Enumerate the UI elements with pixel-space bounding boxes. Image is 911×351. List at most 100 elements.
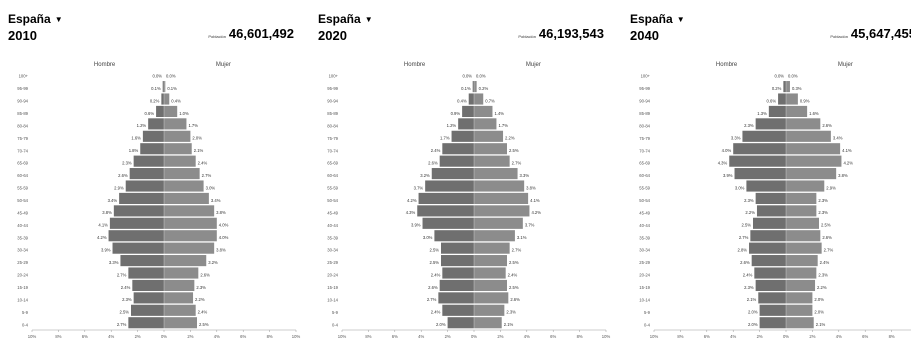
left-series-label: Hombre (94, 62, 116, 68)
data-label-male: 2.6% (428, 285, 438, 290)
bar-female (164, 143, 192, 155)
data-label-male: 1.2% (447, 123, 457, 128)
x-tick-label: 6% (82, 334, 88, 339)
age-tick-label: 75-79 (17, 136, 28, 141)
x-tick-label: 10% (650, 334, 659, 339)
bar-male (140, 143, 164, 155)
data-label-male: 2.0% (436, 322, 446, 327)
bar-female (164, 217, 217, 229)
data-label-male: 0.1% (461, 86, 471, 91)
age-tick-label: 100+ (19, 74, 29, 79)
x-tick-label: 8% (889, 334, 895, 339)
bar-male (442, 143, 474, 155)
bar-female (474, 304, 505, 316)
age-tick-label: 0-4 (22, 322, 29, 327)
bar-female (786, 93, 798, 105)
age-tick-label: 25-29 (327, 260, 338, 265)
age-tick-label: 40-44 (327, 223, 338, 228)
age-tick-label: 80-84 (17, 123, 28, 128)
data-label-female: 2.0% (192, 136, 202, 141)
country-selector[interactable]: España ▼ (8, 12, 63, 26)
bar-female (786, 292, 813, 304)
data-label-female: 1.4% (494, 111, 504, 116)
left-series-label: Hombre (404, 62, 426, 68)
bar-male (120, 255, 164, 267)
age-tick-label: 10-14 (327, 297, 338, 302)
country-selector[interactable]: España ▼ (318, 12, 373, 26)
data-label-male: 2.0% (748, 322, 758, 327)
age-tick-label: 60-64 (639, 173, 650, 178)
bar-male (438, 292, 474, 304)
data-label-male: 3.9% (723, 173, 733, 178)
data-label-male: 3.9% (101, 248, 111, 253)
bar-female (474, 255, 507, 267)
bar-female (786, 205, 817, 217)
bar-female (786, 255, 818, 267)
data-label-male: 3.7% (414, 185, 424, 190)
bar-male (108, 230, 164, 242)
population-pyramid-chart: Hombre Mujer 2.7% 2.5% 0-4 2.5% 2.4% 5-9 2.3% 2.2… (17, 62, 300, 339)
data-label-female: 0.0% (788, 74, 798, 79)
bar-male (451, 130, 474, 142)
population-value: 46,601,492 (228, 26, 294, 41)
population-label: Población (830, 34, 848, 39)
data-label-female: 2.3% (818, 272, 828, 277)
data-label-female: 2.3% (818, 198, 828, 203)
bar-male (759, 304, 786, 316)
x-tick-label: 8% (577, 334, 583, 339)
population-value: 45,647,455 (850, 26, 911, 41)
age-tick-label: 25-29 (17, 260, 28, 265)
population-value: 46,193,543 (538, 26, 604, 41)
age-tick-label: 50-54 (17, 198, 28, 203)
bar-male (133, 155, 164, 167)
bar-male (119, 192, 164, 205)
age-tick-label: 30-34 (639, 248, 650, 253)
data-label-male: 3.2% (420, 173, 430, 178)
age-tick-label: 50-54 (639, 198, 650, 203)
data-label-male: 2.9% (114, 185, 124, 190)
age-tick-label: 100+ (329, 74, 339, 79)
bar-male (431, 168, 474, 180)
bar-male (778, 93, 786, 105)
bar-male (442, 304, 474, 316)
bar-female (164, 255, 207, 267)
caret-down-icon[interactable]: ▼ (676, 14, 685, 24)
data-label-male: 2.3% (122, 161, 132, 166)
bar-female (474, 267, 506, 279)
bar-male (751, 255, 786, 267)
data-label-male: 2.5% (429, 248, 439, 253)
data-label-female: 2.4% (198, 161, 208, 166)
data-label-female: 2.6% (200, 272, 210, 277)
data-label-male: 2.2% (745, 210, 755, 215)
data-label-female: 2.4% (820, 260, 830, 265)
bar-male (750, 230, 786, 242)
age-tick-label: 95-99 (17, 86, 28, 91)
age-tick-label: 15-19 (327, 285, 338, 290)
bar-female (786, 304, 813, 316)
data-label-female: 2.2% (817, 285, 827, 290)
caret-down-icon[interactable]: ▼ (364, 14, 373, 24)
bar-female (474, 93, 484, 105)
data-label-female: 3.1% (517, 235, 527, 240)
bar-male (425, 180, 474, 192)
data-label-female: 3.0% (206, 185, 216, 190)
data-label-female: 4.0% (219, 223, 229, 228)
data-label-male: 2.8% (737, 248, 747, 253)
age-tick-label: 90-94 (327, 99, 338, 104)
x-tick-label: 4% (524, 334, 530, 339)
bar-male (755, 192, 786, 205)
age-tick-label: 75-79 (639, 136, 650, 141)
caret-down-icon[interactable]: ▼ (54, 14, 63, 24)
bar-male (783, 81, 786, 93)
age-tick-label: 85-89 (327, 111, 338, 116)
data-label-male: 2.6% (428, 161, 438, 166)
x-tick-label: 6% (240, 334, 246, 339)
bar-female (474, 155, 510, 167)
age-tick-label: 20-24 (327, 273, 338, 278)
country-selector[interactable]: España ▼ (630, 12, 685, 26)
bar-male (442, 267, 474, 279)
data-label-female: 2.0% (814, 297, 824, 302)
x-tick-label: 0% (471, 334, 477, 339)
x-tick-label: 2% (445, 334, 451, 339)
data-label-male: 2.5% (429, 260, 439, 265)
